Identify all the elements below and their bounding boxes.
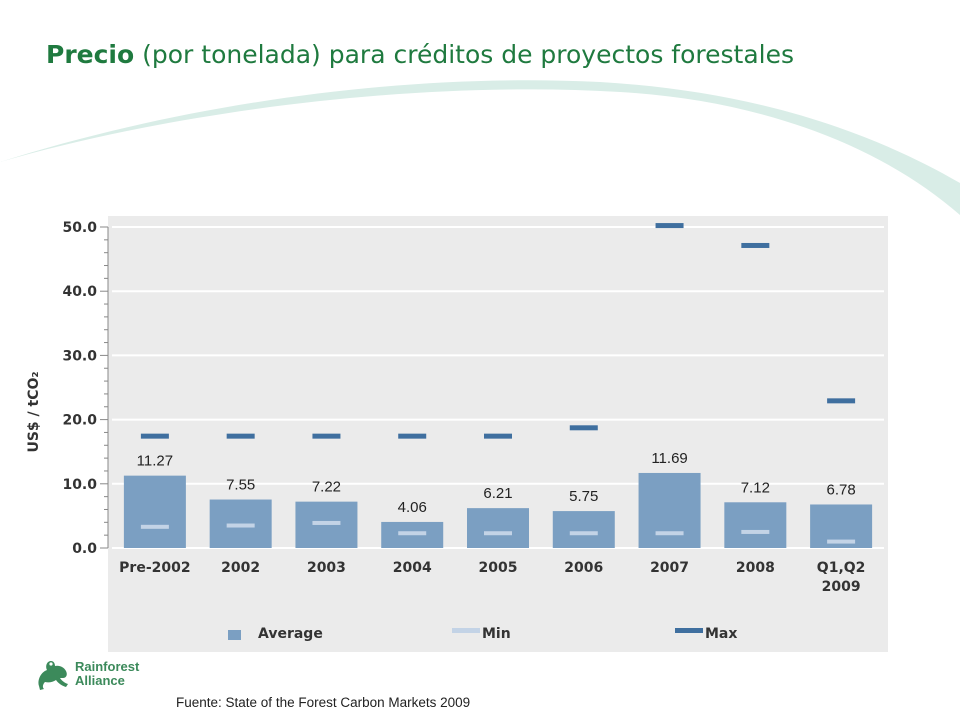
min-marker (312, 520, 341, 525)
x-tick-label: 2007 (650, 560, 689, 576)
legend-swatch-min (452, 628, 480, 633)
max-marker (398, 433, 427, 439)
title-rest: (por tonelada) para créditos de proyecto… (142, 40, 795, 69)
min-marker (484, 531, 512, 536)
legend-swatch-average (228, 630, 241, 640)
x-tick-label: 2004 (393, 560, 432, 576)
x-tick-label: 2003 (307, 560, 346, 576)
legend-label: Average (258, 626, 323, 642)
brand-logo: Rainforest Alliance (33, 656, 139, 692)
source-note: Fuente: State of the Forest Carbon Marke… (176, 695, 471, 710)
min-marker (827, 539, 856, 544)
min-marker (741, 529, 770, 534)
y-tick-label: 0.0 (72, 541, 97, 557)
data-label: 6.21 (483, 485, 512, 502)
x-tick-label: 2008 (736, 560, 775, 576)
average-bar (552, 511, 615, 548)
max-marker (484, 433, 512, 439)
max-marker (655, 223, 684, 229)
data-label: 11.27 (137, 453, 173, 470)
max-marker (827, 398, 856, 404)
max-marker (741, 242, 770, 248)
min-marker (140, 524, 169, 529)
legend-swatch-max (675, 628, 703, 633)
average-bar (724, 502, 787, 548)
x-tick-label: 2005 (479, 560, 518, 576)
average-bar (123, 475, 186, 548)
y-tick-label: 10.0 (62, 477, 97, 493)
y-tick-label: 40.0 (62, 284, 97, 300)
min-marker (569, 531, 598, 536)
title-bold: Precio (46, 40, 135, 69)
data-label: 6.78 (827, 481, 856, 498)
average-bar (467, 508, 529, 548)
max-marker (312, 433, 341, 439)
min-marker (226, 523, 255, 528)
data-label: 7.22 (312, 479, 341, 496)
data-label: 4.06 (398, 499, 427, 516)
min-marker (398, 531, 427, 536)
brand-name-line1: Rainforest (75, 659, 140, 674)
max-marker (140, 433, 169, 439)
brand-name-line2: Alliance (75, 673, 125, 688)
data-label: 11.69 (651, 450, 687, 467)
frog-icon (38, 661, 68, 690)
legend-label: Max (705, 626, 737, 642)
data-label: 7.55 (226, 477, 255, 494)
x-tick-label: 2002 (221, 560, 260, 576)
y-tick-label: 30.0 (62, 348, 97, 364)
data-label: 5.75 (569, 488, 598, 505)
page-title: Precio (por tonelada) para créditos de p… (46, 40, 794, 69)
average-bar (638, 472, 701, 548)
min-marker (655, 531, 684, 536)
y-tick-label: 20.0 (62, 413, 97, 429)
data-label: 7.12 (741, 479, 770, 496)
y-tick-label: 50.0 (62, 220, 97, 236)
x-tick-label: Q1,Q2 2009 (817, 560, 866, 595)
max-marker (569, 425, 598, 431)
max-marker (226, 433, 255, 439)
legend-label: Min (482, 626, 511, 642)
x-tick-label: Pre-2002 (119, 560, 190, 576)
x-tick-label: 2006 (564, 560, 603, 576)
y-axis-label: US$ / tCO₂ (26, 371, 42, 452)
